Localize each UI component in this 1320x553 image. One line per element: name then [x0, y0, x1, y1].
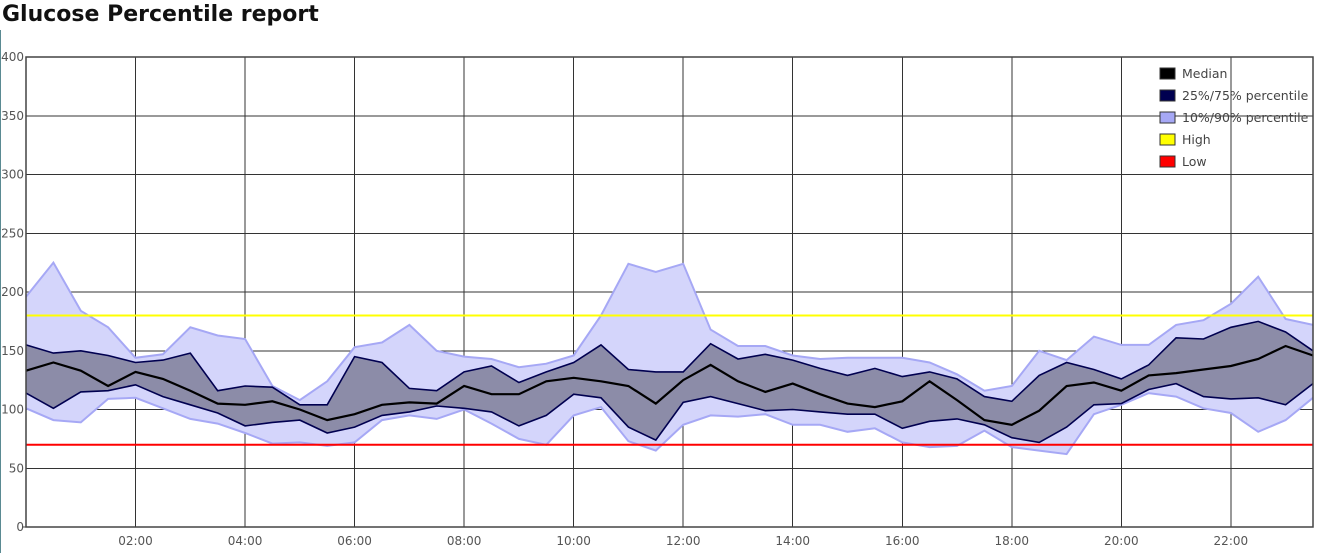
x-tick-label: 10:00: [556, 534, 591, 548]
chart-lines: [25, 314, 1314, 446]
x-tick-label: 20:00: [1104, 534, 1139, 548]
legend-label: Median: [1182, 66, 1227, 81]
y-tick-label: 200: [1, 285, 24, 299]
x-tick-label: 14:00: [775, 534, 810, 548]
x-tick-label: 06:00: [337, 534, 372, 548]
legend-label: High: [1182, 132, 1211, 147]
left-divider: [0, 30, 1, 553]
legend-item[interactable]: 10%/90% percentile: [1159, 110, 1309, 125]
y-tick-label: 350: [1, 109, 24, 123]
chart-axes: 0 50 100 150 200 250 300 350 400 02:00 04:00 06:00 0…: [1, 50, 1314, 548]
legend-item[interactable]: 25%/75% percentile: [1159, 88, 1309, 103]
line-10th-percentile: [25, 392, 1314, 456]
legend-label: 10%/90% percentile: [1182, 110, 1309, 125]
y-tick-label: 100: [1, 403, 24, 417]
legend-swatch: [1159, 67, 1176, 80]
legend-item[interactable]: Median: [1159, 66, 1227, 81]
x-tick-label: 02:00: [118, 534, 153, 548]
page-title: Glucose Percentile report: [2, 2, 319, 27]
y-tick-label: 0: [16, 520, 24, 534]
x-tick-label: 08:00: [447, 534, 482, 548]
legend-item[interactable]: Low: [1159, 154, 1207, 169]
legend-swatch: [1159, 111, 1176, 124]
y-tick-label: 300: [1, 168, 24, 182]
plot-border: [25, 56, 1314, 528]
chart-bands: [25, 260, 1314, 456]
x-tick-label: 22:00: [1214, 534, 1249, 548]
legend-label: 25%/75% percentile: [1182, 88, 1309, 103]
legend-swatch: [1159, 155, 1176, 168]
legend-swatch: [1159, 133, 1176, 146]
y-tick-label: 250: [1, 226, 24, 240]
band-25-75: [26, 321, 1313, 443]
y-tick-label: 150: [1, 344, 24, 358]
x-tick-label: 12:00: [666, 534, 701, 548]
legend-label: Low: [1182, 154, 1207, 169]
line-90th-percentile: [25, 260, 1314, 402]
y-tick-label: 400: [1, 50, 24, 64]
x-tick-label: 16:00: [885, 534, 920, 548]
legend-item[interactable]: High: [1159, 132, 1211, 147]
x-tick-label: 04:00: [228, 534, 263, 548]
chart-legend[interactable]: Median 25%/75% percentile 10%/90% percenti…: [1159, 66, 1309, 169]
median-line: [25, 344, 1314, 426]
legend-swatch: [1159, 89, 1176, 102]
chart-grid: [26, 56, 1313, 528]
y-tick-label: 50: [9, 461, 24, 475]
line-25th-percentile: [25, 382, 1314, 444]
line-75th-percentile: [25, 320, 1314, 406]
x-tick-label: 18:00: [994, 534, 1029, 548]
